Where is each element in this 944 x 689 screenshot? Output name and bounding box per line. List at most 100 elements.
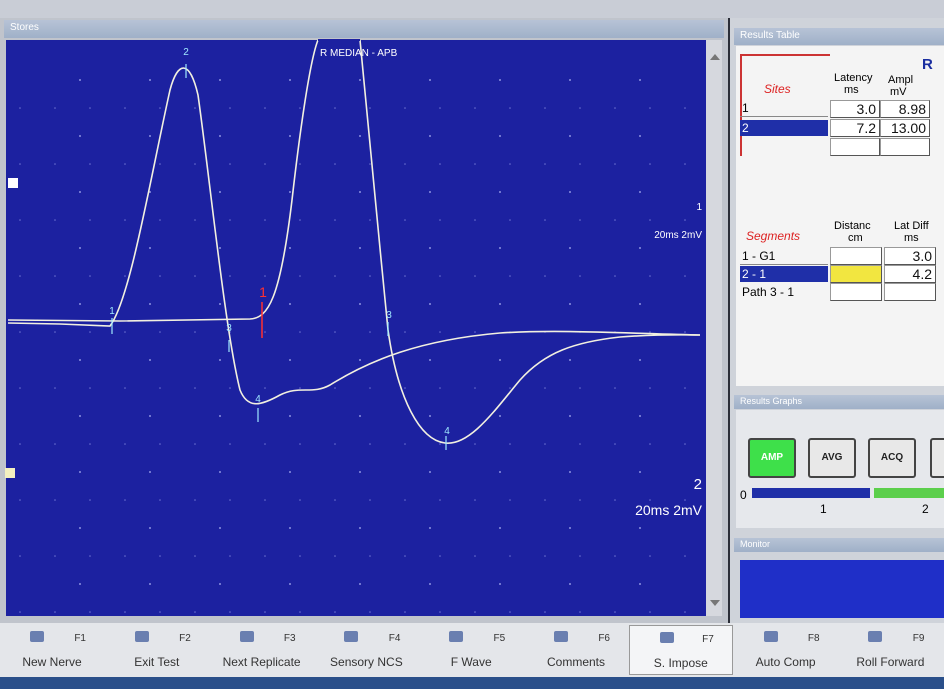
grid-dot [649, 387, 651, 389]
grid-dot [369, 611, 371, 613]
grid-dot [159, 107, 161, 109]
segment-row-selected[interactable]: 2 - 1 [740, 266, 828, 282]
monitor-titlebar: Monitor [734, 538, 944, 552]
grid-dot [429, 247, 431, 249]
grid-dot [649, 555, 651, 557]
grid-dot [219, 303, 221, 305]
segment-name: 1 - G1 [742, 249, 775, 263]
function-key-icon [344, 631, 358, 642]
grid-dot [614, 219, 616, 221]
grid-dot [684, 443, 686, 445]
grid-dot [499, 303, 501, 305]
slider-label: 0 [740, 488, 747, 502]
grid-dot [194, 275, 196, 277]
grid-dot [264, 443, 266, 445]
grid-dot [359, 79, 361, 81]
segment-row[interactable]: Path 3 - 1 [740, 284, 828, 300]
grid-dot [54, 499, 56, 501]
grid-dot [264, 331, 266, 333]
grid-dot [439, 107, 441, 109]
grid-dot [649, 163, 651, 165]
grid-dot [89, 107, 91, 109]
grid-dot [649, 611, 651, 613]
grid-dot [509, 219, 511, 221]
grid-dot [19, 555, 21, 557]
grid-dot [89, 555, 91, 557]
grid-dot [159, 499, 161, 501]
grid-dot [544, 219, 546, 221]
taskbar [0, 677, 944, 689]
scrollbar[interactable] [706, 40, 722, 616]
results-table-titlebar: Results Table [734, 28, 944, 45]
grid-dot [149, 471, 151, 473]
grid-dot [289, 135, 291, 137]
marker-label: 1 [259, 284, 267, 300]
grid-dot [359, 191, 361, 193]
extra-button[interactable] [930, 438, 944, 478]
grid-dot [124, 107, 126, 109]
amp-button[interactable]: AMP [748, 438, 796, 478]
grid-dot [544, 387, 546, 389]
grid-dot [614, 275, 616, 277]
grid-dot [544, 163, 546, 165]
grid-dot [149, 135, 151, 137]
grid-dot [264, 611, 266, 613]
slider-label: 1 [820, 502, 827, 516]
grid-dot [369, 499, 371, 501]
grid-dot [499, 191, 501, 193]
distance-cell [830, 247, 882, 265]
grid-dot [124, 387, 126, 389]
acq-button[interactable]: ACQ [868, 438, 916, 478]
grid-dot [19, 387, 21, 389]
grid-dot [19, 611, 21, 613]
function-key-label: Exit Test [105, 655, 209, 669]
grid-dot [429, 303, 431, 305]
avg-button[interactable]: AVG [808, 438, 856, 478]
grid-dot [264, 219, 266, 221]
site-row[interactable]: 1 [740, 100, 828, 117]
grid-dot [439, 499, 441, 501]
grid-dot [299, 555, 301, 557]
grid-dot [404, 219, 406, 221]
grid-dot [219, 247, 221, 249]
function-key-label: New Nerve [0, 655, 104, 669]
grid-dot [369, 387, 371, 389]
grid-dot [579, 611, 581, 613]
grid-dot [569, 135, 571, 137]
grid-dot [544, 107, 546, 109]
column-unit: ms [904, 232, 919, 244]
slider-segment[interactable] [874, 488, 944, 498]
segments-header: Segments [746, 229, 800, 243]
grid-dot [289, 527, 291, 529]
grid-dot [89, 611, 91, 613]
channel-scale: 20ms 2mV [635, 502, 703, 518]
results-graphs-titlebar: Results Graphs [734, 395, 944, 409]
grid-dot [429, 135, 431, 137]
grid-dot [429, 359, 431, 361]
grid-dot [124, 555, 126, 557]
grid-dot [369, 275, 371, 277]
site-row-selected[interactable]: 2 [740, 120, 828, 136]
distance-cell-active[interactable] [830, 265, 882, 283]
grid-dot [89, 331, 91, 333]
grid-dot [299, 275, 301, 277]
grid-dot [639, 471, 641, 473]
grid-dot [499, 79, 501, 81]
empty-cell [880, 138, 930, 156]
grid-dot [149, 359, 151, 361]
slider-segment[interactable] [752, 488, 870, 498]
grid-dot [79, 527, 81, 529]
grid-dot [149, 415, 151, 417]
segment-row[interactable]: 1 - G1 [740, 248, 828, 265]
channel-marker [5, 468, 15, 478]
segment-name: Path 3 - 1 [742, 285, 794, 299]
